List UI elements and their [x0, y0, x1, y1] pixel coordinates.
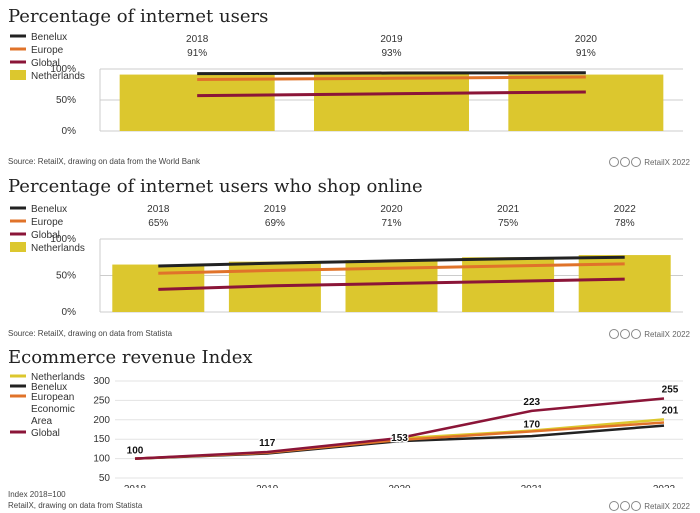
- cc-icon: [608, 157, 619, 167]
- data-label: 255: [662, 384, 679, 395]
- legend-label-2: Economic: [31, 404, 75, 415]
- y-tick-label: 100%: [50, 234, 76, 245]
- category-label: 2022: [614, 204, 637, 215]
- series-line-europe: [197, 75, 586, 82]
- bar-value-label: 93%: [381, 48, 401, 59]
- data-label: 201: [662, 405, 679, 416]
- bar-value-label: 91%: [187, 48, 207, 59]
- category-label: 2019: [380, 34, 403, 45]
- y-tick-label: 0%: [62, 307, 77, 318]
- chart1-title: Percentage of internet users: [8, 6, 269, 27]
- y-tick-label: 100%: [50, 64, 76, 75]
- nd-icon: [630, 157, 641, 167]
- chart3-source: RetailX, drawing on data from Statista: [8, 501, 143, 510]
- legend-label-2: European: [31, 392, 74, 403]
- legend-swatch-3: [10, 242, 26, 252]
- chart3-note: Index 2018=100: [8, 490, 66, 499]
- x-tick-label: 2021: [521, 484, 544, 488]
- nd-icon: [630, 501, 641, 511]
- chart2-credit: RetailX 2022: [608, 329, 690, 339]
- chart1-svg: 0% 50% 100% 2018 91% 2019 93% 2020 91% Benelux Eur…: [10, 32, 683, 137]
- legend-label-2: Area: [31, 416, 53, 427]
- chart3-credit: RetailX 2022: [608, 501, 690, 511]
- series-line-global: [197, 90, 586, 98]
- legend-swatch-3: [10, 70, 26, 80]
- series-line-europe: [158, 262, 625, 275]
- chart1-source: Source: RetailX, drawing on data from th…: [8, 157, 200, 166]
- data-label: 153: [391, 433, 408, 444]
- bar-2020: [508, 74, 664, 131]
- series-line-benelux: [158, 255, 625, 268]
- category-label: 2020: [380, 204, 403, 215]
- data-label: 117: [259, 438, 276, 449]
- chart2-source: Source: RetailX, drawing on data from St…: [8, 329, 173, 338]
- bar-value-label: 78%: [615, 218, 635, 229]
- data-label: 100: [127, 446, 144, 457]
- y-tick-label: 50: [99, 473, 111, 484]
- y-tick-label: 250: [93, 395, 110, 406]
- chart2-title: Percentage of internet users who shop on…: [8, 176, 423, 197]
- bar-value-label: 75%: [498, 218, 518, 229]
- by-icon: [619, 157, 630, 167]
- legend-label-1: Benelux: [31, 382, 67, 393]
- category-label: 2020: [575, 34, 598, 45]
- x-tick-label: 2022: [653, 484, 676, 488]
- y-tick-label: 200: [93, 415, 110, 426]
- bar-2019: [314, 73, 469, 131]
- category-label: 2018: [147, 204, 170, 215]
- legend-label-2: Global: [31, 230, 60, 241]
- y-tick-label: 300: [93, 376, 110, 387]
- legend-label-0: Benelux: [31, 204, 67, 215]
- y-tick-label: 150: [93, 434, 110, 445]
- legend-label-1: Europe: [31, 45, 64, 56]
- chart3-title: Ecommerce revenue Index: [8, 347, 253, 368]
- x-tick-label: 2020: [388, 484, 411, 488]
- bar-value-label: 71%: [381, 218, 401, 229]
- y-tick-label: 50%: [56, 271, 76, 282]
- legend-label-2: Global: [31, 58, 60, 69]
- data-label: 223: [523, 397, 540, 408]
- chart1-credit: RetailX 2022: [608, 157, 690, 167]
- y-tick-label: 50%: [56, 95, 76, 106]
- cc-icon: [608, 501, 619, 511]
- legend-label-0: Netherlands: [31, 372, 85, 383]
- by-icon: [619, 501, 630, 511]
- x-tick-label: 2018: [124, 484, 147, 488]
- x-tick-label: 2019: [256, 484, 279, 488]
- data-label: 170: [523, 419, 540, 430]
- category-label: 2019: [264, 204, 287, 215]
- y-tick-label: 100: [93, 454, 110, 465]
- by-icon: [619, 329, 630, 339]
- cc-icon: [608, 329, 619, 339]
- chart2-svg: 0% 50% 100% 2018 65% 2019 69% 2020 71% 2021 75% 202…: [10, 204, 683, 318]
- category-label: 2018: [186, 34, 209, 45]
- series-line-benelux: [197, 71, 586, 76]
- chart3-svg: 50 100 150 200 250 300 2018 2019 2020 2021 2022 100…: [10, 372, 683, 488]
- category-label: 2021: [497, 204, 520, 215]
- legend-label-3: Netherlands: [31, 71, 85, 82]
- bar-value-label: 69%: [265, 218, 285, 229]
- y-tick-label: 0%: [62, 126, 77, 137]
- legend-label-3: Netherlands: [31, 243, 85, 254]
- nd-icon: [630, 329, 641, 339]
- legend-label-3: Global: [31, 428, 60, 439]
- legend-label-1: Europe: [31, 217, 64, 228]
- bar-value-label: 65%: [148, 218, 168, 229]
- bar-2018: [119, 74, 275, 131]
- series-line-global: [158, 277, 625, 291]
- bar-value-label: 91%: [576, 48, 596, 59]
- series-line-global: [134, 397, 665, 460]
- legend-label-0: Benelux: [31, 32, 67, 43]
